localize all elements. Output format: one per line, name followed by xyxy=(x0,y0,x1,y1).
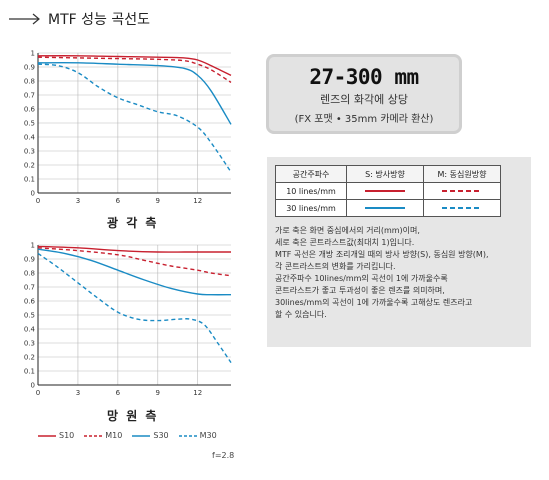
table-row-label: 10 lines/mm xyxy=(275,182,347,200)
section-header: MTF 성능 곡선도 xyxy=(8,6,150,32)
y-tick-label: 0.3 xyxy=(24,340,35,348)
description-line: 가로 축은 화면 중심에서의 거리(mm)이며, xyxy=(275,226,420,235)
legend-m30: M30 xyxy=(178,431,217,440)
chart-legend: S10 M10 S30 M30 xyxy=(38,431,217,440)
table-row: 10 lines/mm xyxy=(275,182,501,200)
description-line: 30lines/mm의 곡선이 1에 가까울수록 고해상도 렌즈라고 xyxy=(275,298,473,307)
legend-s10-label: S10 xyxy=(59,431,75,440)
solid-blue-line-icon xyxy=(132,434,151,437)
description-line: MTF 곡선은 개방 조리개일 때의 방사 방향(S), 동심원 방향(M), xyxy=(275,250,489,259)
mtf-description: 가로 축은 화면 중심에서의 거리(mm)이며, 세로 축은 콘트라스트값(최대… xyxy=(275,225,527,321)
x-tick-label: 6 xyxy=(116,389,121,397)
format-note: (FX 포맷 • 35mm 카메라 환산) xyxy=(294,114,434,125)
description-line: 공간주파수 10lines/mm의 곡선이 1에 가까울수록 xyxy=(275,274,448,283)
f-number-note: f=2.8 xyxy=(212,451,235,460)
dashed-red-line-icon xyxy=(442,189,482,192)
table-cell xyxy=(346,199,424,217)
table-cell xyxy=(423,182,501,200)
series-line-m30 xyxy=(37,252,232,363)
legend-s10: S10 xyxy=(38,431,74,440)
table-header-row: 공간주파수 S: 방사방향 M: 동심원방향 xyxy=(275,165,501,183)
series-line-s30 xyxy=(37,248,232,296)
series-line-s10 xyxy=(37,55,232,77)
series-line-m10 xyxy=(37,56,232,83)
description-line: 할 수 있습니다. xyxy=(275,310,327,319)
y-tick-label: 0.5 xyxy=(24,312,35,320)
legend-m30-label: M30 xyxy=(199,431,217,440)
chart-tele-title: 망 원 측 xyxy=(107,409,159,423)
table-row: 30 lines/mm xyxy=(275,199,501,217)
table-cell xyxy=(346,182,424,200)
x-tick-label: 0 xyxy=(36,197,40,205)
page-title: MTF 성능 곡선도 xyxy=(48,12,150,28)
y-tick-label: 0.1 xyxy=(24,368,35,376)
solid-blue-line-icon xyxy=(365,206,405,209)
series-line-s30 xyxy=(37,62,232,125)
mtf-chart-tele: 0 0.1 0.2 0.3 0.4 0.5 0.6 0.7 0.8 0.9 1 0 3 6 9 12 xyxy=(24,242,232,397)
legend-s30-label: S30 xyxy=(153,431,169,440)
y-tick-label: 0 xyxy=(31,382,35,390)
table-row-label: 30 lines/mm xyxy=(275,199,347,217)
y-tick-label: 0.9 xyxy=(24,256,35,264)
y-tick-label: 0.8 xyxy=(24,270,35,278)
y-tick-label: 0.2 xyxy=(24,354,35,362)
y-tick-label: 0.7 xyxy=(24,92,35,100)
series-line-m10 xyxy=(37,247,232,277)
solid-red-line-icon xyxy=(365,189,405,192)
legend-m10-label: M10 xyxy=(105,431,123,440)
y-tick-label: 1 xyxy=(31,242,35,250)
angle-of-view-note: 렌즈의 화각에 상당 xyxy=(320,93,408,106)
y-tick-label: 0 xyxy=(31,190,35,198)
dashed-red-line-icon xyxy=(84,434,103,437)
description-line: 콘트라스트가 좋고 투과성이 좋은 렌즈를 의미하며, xyxy=(275,286,445,295)
y-tick-label: 0.8 xyxy=(24,78,35,86)
focal-range-badge: 27-300 mm 렌즈의 화각에 상당 (FX 포맷 • 35mm 카메라 환… xyxy=(266,54,462,134)
dashed-blue-line-icon xyxy=(442,206,482,209)
description-line: 각 콘트라스트의 변화를 가리킵니다. xyxy=(275,262,396,271)
x-tick-label: 9 xyxy=(156,197,160,205)
focal-range-value: 27-300 mm xyxy=(309,65,419,89)
y-tick-label: 0.9 xyxy=(24,64,35,72)
line-legend-table: 공간주파수 S: 방사방향 M: 동심원방향 10 lines/mm 30 li… xyxy=(275,165,501,217)
table-header-cell: M: 동심원방향 xyxy=(423,165,501,183)
x-tick-label: 3 xyxy=(76,197,80,205)
x-tick-label: 6 xyxy=(116,197,121,205)
y-tick-label: 0.4 xyxy=(24,326,36,334)
y-tick-label: 0.6 xyxy=(24,298,36,306)
y-tick-label: 0.6 xyxy=(24,106,36,114)
x-tick-label: 0 xyxy=(36,389,40,397)
x-tick-label: 9 xyxy=(156,389,160,397)
mtf-chart-wide: 0 0.1 0.2 0.3 0.4 0.5 0.6 0.7 0.8 0.9 1 0 3 6 9 12 xyxy=(24,50,232,205)
table-header-cell: 공간주파수 xyxy=(275,165,347,183)
y-tick-label: 0.4 xyxy=(24,134,36,142)
y-tick-label: 0.1 xyxy=(24,176,35,184)
x-tick-label: 12 xyxy=(193,389,202,397)
table-cell xyxy=(423,199,501,217)
arrow-right-icon xyxy=(9,13,40,25)
description-line: 세로 축은 콘트라스트값(최대치 1)입니다. xyxy=(275,238,415,247)
legend-s30: S30 xyxy=(132,431,169,440)
y-tick-label: 0.5 xyxy=(24,120,35,128)
x-tick-label: 12 xyxy=(193,197,202,205)
solid-red-line-icon xyxy=(38,434,56,437)
y-tick-label: 0.3 xyxy=(24,148,35,156)
chart-wide-title: 광 각 측 xyxy=(107,216,159,230)
y-tick-label: 0.7 xyxy=(24,284,35,292)
series-line-s10 xyxy=(37,245,231,253)
legend-m10: M10 xyxy=(84,431,122,440)
x-tick-label: 3 xyxy=(76,389,80,397)
y-tick-label: 0.2 xyxy=(24,162,35,170)
legend-panel: 공간주파수 S: 방사방향 M: 동심원방향 10 lines/mm 30 li… xyxy=(267,157,531,347)
dashed-blue-line-icon xyxy=(178,434,197,437)
y-tick-label: 1 xyxy=(31,50,35,58)
table-header-cell: S: 방사방향 xyxy=(346,165,424,183)
